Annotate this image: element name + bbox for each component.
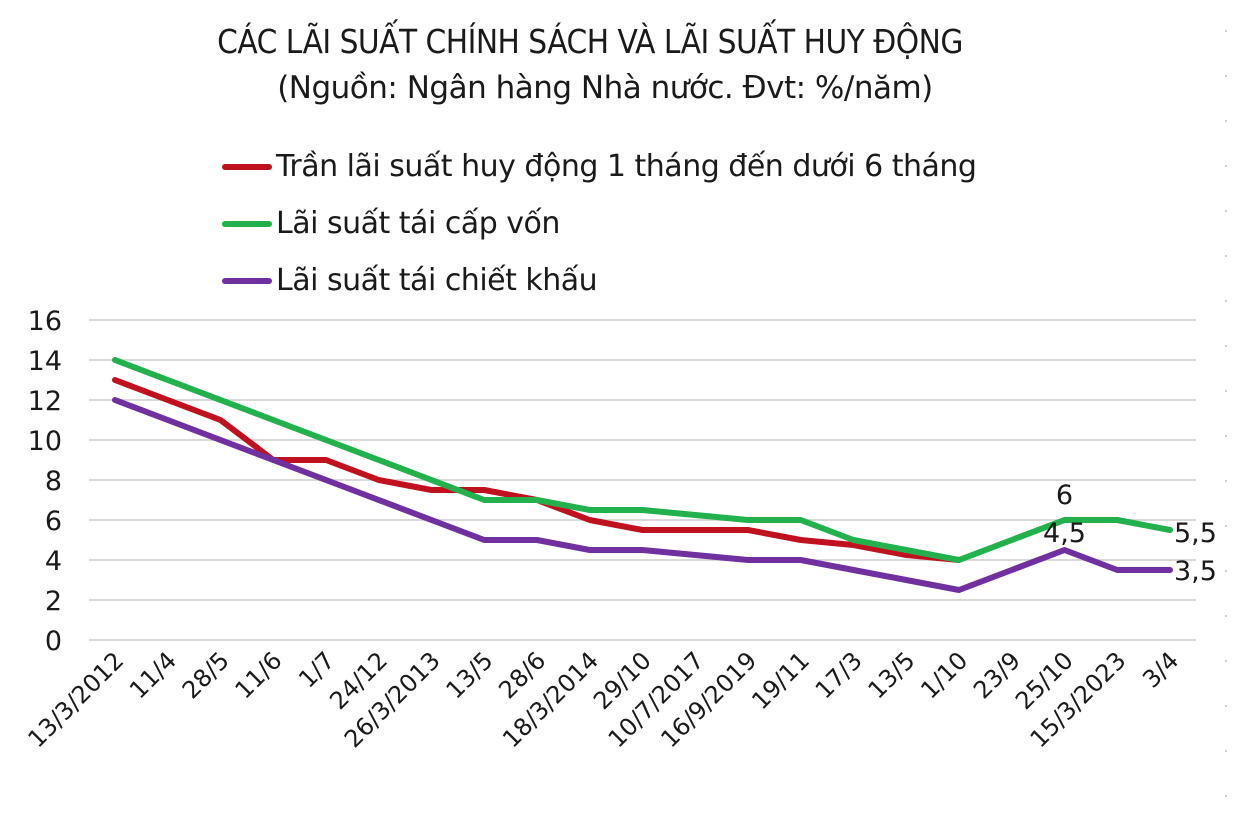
legend-item-rediscount: Lãi suất tái chiết khấu (222, 252, 976, 309)
x-tick-label: 19/11 (746, 646, 815, 715)
chart-title: CÁC LÃI SUẤT CHÍNH SÁCH VÀ LÃI SUẤT HUY … (217, 22, 963, 61)
legend-label: Trần lãi suất huy động 1 tháng đến dưới … (276, 149, 977, 184)
y-tick-label: 12 (28, 386, 62, 417)
x-tick-label: 13/5 (441, 646, 499, 704)
y-tick-label: 10 (28, 426, 62, 457)
y-tick-label: 16 (28, 306, 62, 337)
data-label: 4,5 (1043, 518, 1086, 549)
x-tick-label: 17/3 (810, 646, 868, 704)
data-label: 6 (1056, 480, 1073, 511)
y-tick-label: 14 (28, 346, 62, 377)
x-tick-label: 11/6 (230, 646, 288, 704)
legend-swatch-green (222, 220, 272, 227)
y-tick-label: 4 (45, 546, 62, 577)
y-tick-label: 6 (45, 506, 62, 537)
legend-swatch-purple (222, 277, 272, 284)
x-tick-label: 28/5 (177, 646, 235, 704)
y-tick-label: 0 (45, 626, 62, 657)
chart-legend: Trần lãi suất huy động 1 tháng đến dưới … (222, 138, 977, 309)
decorative-dotted-line (1225, 30, 1227, 810)
legend-swatch-red (222, 163, 272, 170)
data-label: 5,5 (1174, 518, 1217, 549)
legend-label: Lãi suất tái chiết khấu (276, 263, 598, 298)
series-line (112, 357, 1173, 563)
x-tick-label: 3/4 (1137, 646, 1184, 693)
x-tick-label: 1/10 (915, 646, 973, 704)
x-tick-label: 13/3/2012 (22, 646, 129, 753)
legend-item-deposit-cap: Trần lãi suất huy động 1 tháng đến dưới … (222, 138, 977, 195)
y-tick-label: 2 (45, 586, 62, 617)
y-tick-label: 8 (45, 466, 62, 497)
data-label: 3,5 (1174, 556, 1217, 587)
series-line (112, 397, 1173, 593)
chart-subtitle: (Nguồn: Ngân hàng Nhà nước. Đvt: %/năm) (277, 70, 933, 106)
legend-label: Lãi suất tái cấp vốn (276, 206, 560, 241)
x-tick-label: 11/4 (124, 646, 182, 704)
x-tick-label: 13/5 (863, 646, 921, 704)
legend-item-refinancing: Lãi suất tái cấp vốn (222, 195, 976, 252)
